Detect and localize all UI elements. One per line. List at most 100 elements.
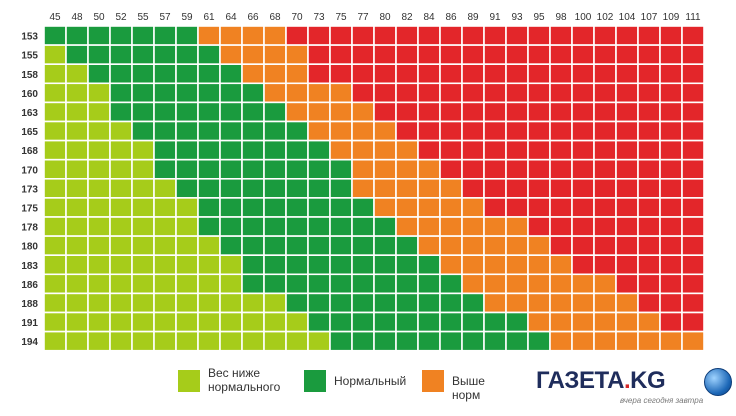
heatmap-cell xyxy=(241,82,265,104)
heatmap-cell xyxy=(417,63,441,85)
heatmap-cell xyxy=(175,235,199,257)
heatmap-cell xyxy=(549,44,573,65)
heatmap-cell xyxy=(461,292,485,314)
heatmap-cell xyxy=(263,292,287,314)
heatmap-cell xyxy=(527,311,551,333)
heatmap-cell xyxy=(175,216,199,237)
heatmap-cell xyxy=(109,101,133,123)
heatmap-cell xyxy=(637,120,661,142)
legend-swatch-underweight xyxy=(178,370,200,392)
heatmap-cell xyxy=(461,235,485,257)
heatmap-cell xyxy=(285,139,309,161)
heatmap-cell xyxy=(351,330,375,352)
heatmap-cell xyxy=(43,178,67,199)
heatmap-cell xyxy=(351,311,375,333)
heatmap-cell xyxy=(241,273,265,295)
heatmap-cell xyxy=(659,101,683,123)
heatmap-cell xyxy=(417,273,441,295)
heatmap-cell xyxy=(351,273,375,295)
heatmap-cell xyxy=(241,330,265,352)
heatmap-cell xyxy=(615,292,639,314)
heatmap-cell xyxy=(681,82,705,104)
heatmap-cell xyxy=(571,216,595,237)
heatmap-cell xyxy=(593,292,617,314)
heatmap-cell xyxy=(175,101,199,123)
heatmap-cell xyxy=(131,44,155,65)
heatmap-cell xyxy=(241,311,265,333)
heatmap-cell xyxy=(373,216,397,237)
heatmap-cell xyxy=(175,82,199,104)
heatmap-cell xyxy=(351,235,375,257)
heatmap-cell xyxy=(351,254,375,276)
heatmap-cell xyxy=(527,120,551,142)
heatmap-cell xyxy=(197,139,221,161)
heatmap-cell xyxy=(593,82,617,104)
heatmap-cell xyxy=(373,139,397,161)
heatmap-cell xyxy=(87,311,111,333)
heatmap-cell xyxy=(241,25,265,46)
heatmap-cell xyxy=(505,235,529,257)
x-tick-label: 45 xyxy=(49,12,61,23)
heatmap-cell xyxy=(549,63,573,85)
heatmap-cell xyxy=(43,311,67,333)
heatmap-cell xyxy=(637,254,661,276)
heatmap-cell xyxy=(461,216,485,237)
heatmap-cell xyxy=(571,101,595,123)
heatmap-cell xyxy=(351,63,375,85)
heatmap-cell xyxy=(329,63,353,85)
x-tick-label: 80 xyxy=(379,12,391,23)
x-tick-label: 107 xyxy=(641,12,658,23)
heatmap-cell xyxy=(109,63,133,85)
heatmap-cell xyxy=(241,120,265,142)
heatmap-cell xyxy=(593,63,617,85)
heatmap-cell xyxy=(329,330,353,352)
heatmap-cell xyxy=(615,120,639,142)
x-tick-label: 68 xyxy=(269,12,281,23)
heatmap-cell xyxy=(285,158,309,180)
heatmap-cell xyxy=(43,254,67,276)
heatmap-cell xyxy=(395,216,419,237)
heatmap-cell xyxy=(681,273,705,295)
heatmap-cell xyxy=(43,235,67,257)
heatmap-cell xyxy=(439,235,463,257)
watermark-logo: ГАЗЕТА.KG xyxy=(536,367,666,395)
heatmap-cell xyxy=(43,158,67,180)
heatmap-cell xyxy=(131,101,155,123)
y-tick-label: 186 xyxy=(21,280,38,291)
heatmap-cell xyxy=(571,178,595,199)
heatmap-cell xyxy=(593,330,617,352)
heatmap-cell xyxy=(329,44,353,65)
heatmap-cell xyxy=(131,311,155,333)
heatmap-cell xyxy=(175,120,199,142)
heatmap-cell xyxy=(65,311,89,333)
heatmap-cell xyxy=(505,120,529,142)
heatmap-cell xyxy=(395,158,419,180)
heatmap-cell xyxy=(307,139,331,161)
heatmap-cell xyxy=(681,139,705,161)
heatmap-cell xyxy=(175,330,199,352)
heatmap-cell xyxy=(153,120,177,142)
y-tick-label: 170 xyxy=(21,165,38,176)
heatmap-cell xyxy=(153,82,177,104)
heatmap-cell xyxy=(153,311,177,333)
heatmap-cell xyxy=(351,101,375,123)
heatmap-cell xyxy=(351,82,375,104)
x-tick-label: 89 xyxy=(467,12,479,23)
heatmap-cell xyxy=(395,311,419,333)
heatmap-cell xyxy=(307,158,331,180)
heatmap-cell xyxy=(637,63,661,85)
heatmap-cell xyxy=(219,178,243,199)
heatmap-cell xyxy=(329,216,353,237)
heatmap-cell xyxy=(439,330,463,352)
heatmap-cell xyxy=(263,101,287,123)
heatmap-cell xyxy=(373,330,397,352)
heatmap-cell xyxy=(615,254,639,276)
heatmap-cell xyxy=(571,197,595,218)
heatmap-cell xyxy=(219,216,243,237)
heatmap-cell xyxy=(615,158,639,180)
heatmap-cell xyxy=(307,235,331,257)
heatmap-cell xyxy=(131,273,155,295)
heatmap-cell xyxy=(659,120,683,142)
heatmap-cell xyxy=(43,25,67,46)
heatmap-cell xyxy=(483,311,507,333)
